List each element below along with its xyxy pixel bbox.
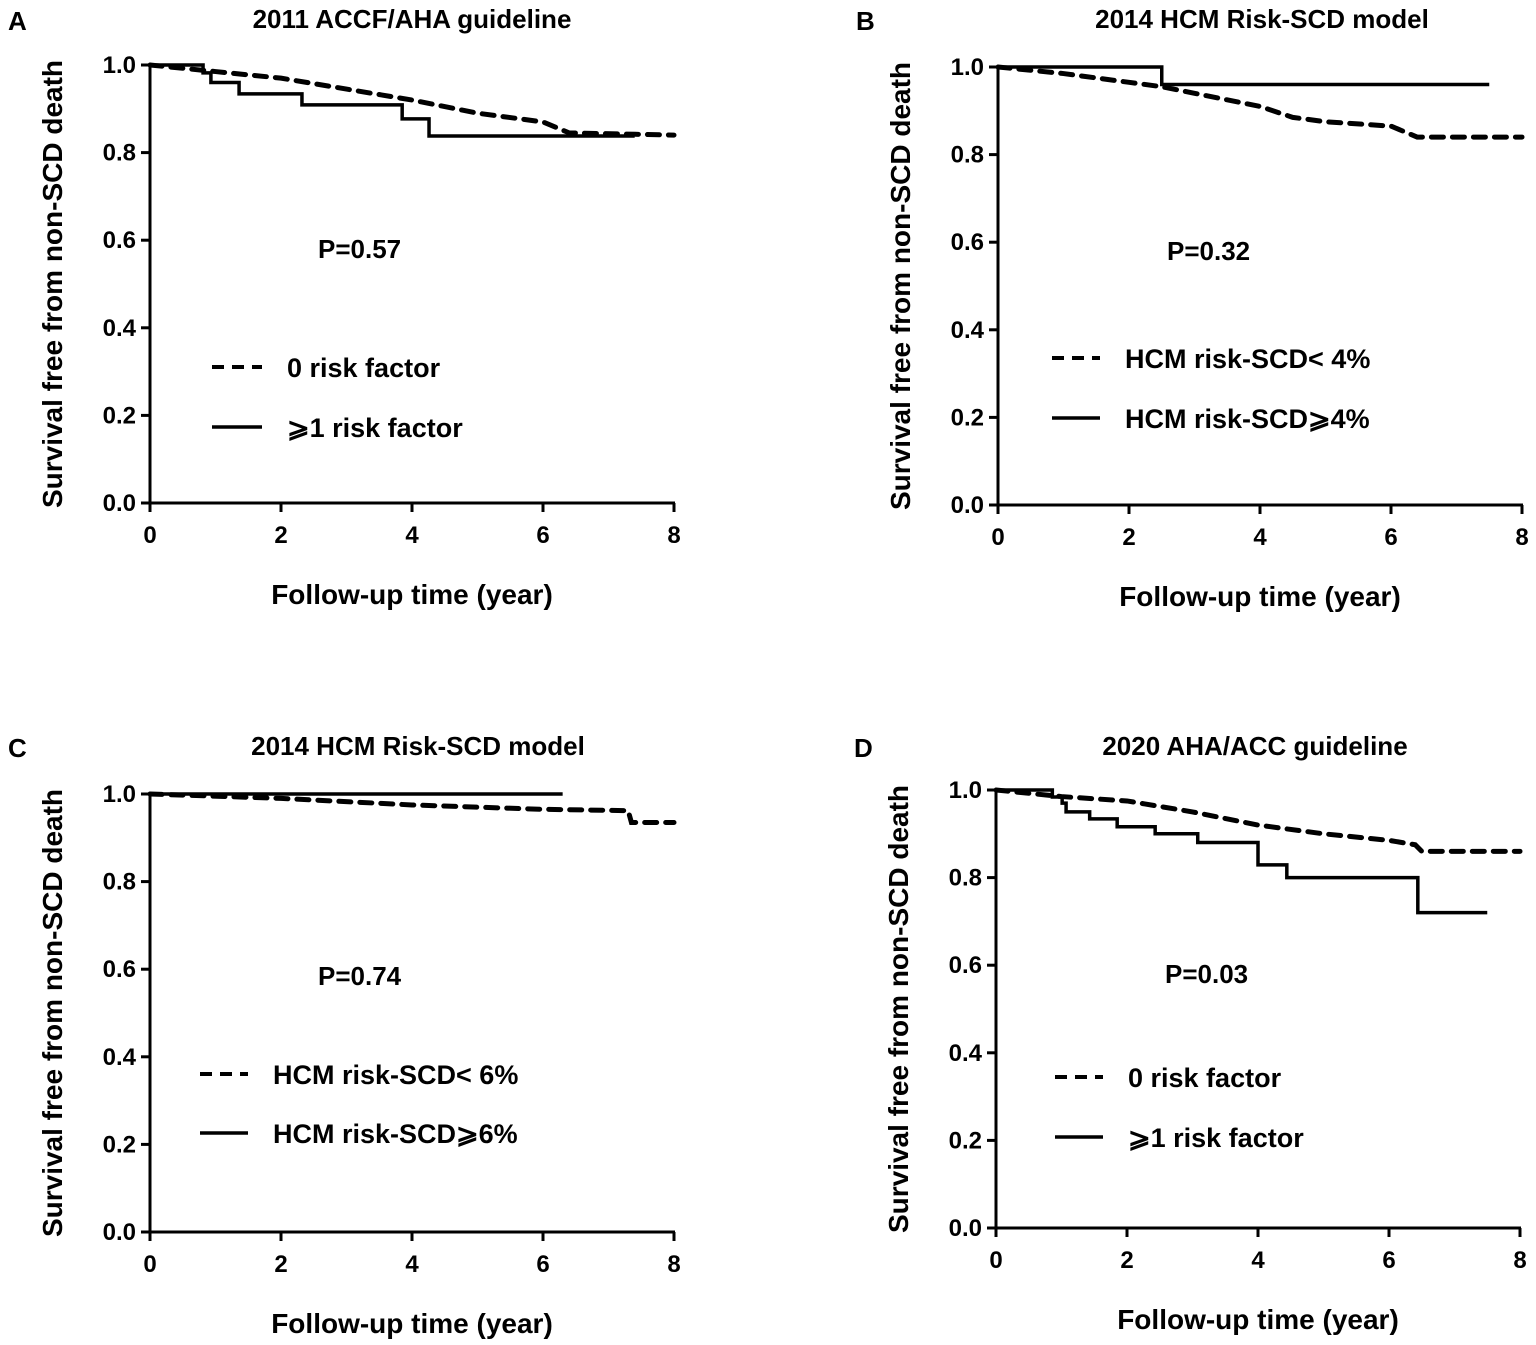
panel-a: A 2011 ACCF/AHA guideline 0.0 0.2 0.4 0.6 0.8 1… bbox=[8, 4, 681, 610]
chart-title: 2014 HCM Risk-SCD model bbox=[1095, 4, 1429, 34]
panel-label: A bbox=[8, 6, 27, 36]
x-tick-label: 4 bbox=[1251, 1247, 1265, 1274]
y-axis-label: Survival free from non-SCD death bbox=[885, 62, 916, 510]
y-tick-label: 0.4 bbox=[949, 1040, 983, 1067]
y-tick-label: 0.8 bbox=[103, 869, 136, 896]
legend-label: ⩾1 risk factor bbox=[1128, 1123, 1304, 1153]
x-axis-label: Follow-up time (year) bbox=[1117, 1304, 1399, 1335]
x-tick-label: 4 bbox=[405, 522, 419, 549]
panel-b: B 2014 HCM Risk-SCD model 0.0 0.2 0.4 0.6 0.8 1… bbox=[856, 4, 1529, 612]
panel-c: C 2014 HCM Risk-SCD model 0.0 0.2 0.4 0.6 0.8 1… bbox=[8, 731, 681, 1339]
p-value-annotation: P=0.57 bbox=[318, 234, 401, 264]
legend-label: HCM risk-SCD< 6% bbox=[273, 1060, 518, 1090]
x-tick-label: 8 bbox=[667, 522, 680, 549]
x-tick-label: 4 bbox=[405, 1251, 419, 1278]
y-tick-label: 0.6 bbox=[949, 952, 982, 979]
p-value-annotation: P=0.74 bbox=[318, 961, 402, 991]
y-tick-label: 1.0 bbox=[103, 52, 136, 79]
chart-title: 2014 HCM Risk-SCD model bbox=[251, 731, 585, 761]
x-tick-label: 4 bbox=[1253, 524, 1267, 551]
p-value-annotation: P=0.03 bbox=[1165, 959, 1248, 989]
y-tick-label: 0.2 bbox=[951, 404, 984, 431]
y-tick-label: 0.8 bbox=[103, 140, 136, 167]
x-tick-label: 6 bbox=[536, 522, 549, 549]
y-tick-label: 1.0 bbox=[103, 781, 136, 808]
series-line-dashed bbox=[147, 791, 677, 825]
y-axis-label: Survival free from non-SCD death bbox=[37, 60, 68, 508]
y-axis-label: Survival free from non-SCD death bbox=[883, 785, 914, 1233]
chart-title: 2020 AHA/ACC guideline bbox=[1102, 731, 1407, 761]
series-line-dashed bbox=[995, 64, 1525, 140]
y-tick-label: 0.6 bbox=[103, 227, 136, 254]
x-axis-label: Follow-up time (year) bbox=[1119, 581, 1401, 612]
y-tick-label: 0.0 bbox=[103, 490, 136, 517]
y-axis-label: Survival free from non-SCD death bbox=[37, 789, 68, 1237]
x-tick-label: 2 bbox=[274, 1251, 287, 1278]
x-tick-label: 2 bbox=[1120, 1247, 1133, 1274]
y-tick-label: 0.4 bbox=[103, 315, 137, 342]
y-tick-label: 0.4 bbox=[103, 1044, 137, 1071]
y-tick-label: 0.6 bbox=[951, 229, 984, 256]
y-tick-label: 0.4 bbox=[951, 317, 985, 344]
y-tick-label: 0.0 bbox=[949, 1215, 982, 1242]
series-line-dashed bbox=[147, 62, 677, 138]
x-axis-label: Follow-up time (year) bbox=[271, 579, 553, 610]
panel-label: D bbox=[854, 733, 873, 763]
legend-label: 0 risk factor bbox=[1128, 1063, 1282, 1093]
series-line-dashed bbox=[993, 787, 1523, 854]
x-tick-label: 8 bbox=[1513, 1247, 1526, 1274]
series-line-solid bbox=[998, 65, 1490, 87]
y-tick-label: 0.8 bbox=[951, 142, 984, 169]
y-tick-label: 0.0 bbox=[951, 492, 984, 519]
x-tick-label: 6 bbox=[1382, 1247, 1395, 1274]
x-tick-label: 0 bbox=[143, 522, 156, 549]
p-value-annotation: P=0.32 bbox=[1167, 236, 1250, 266]
series-line-solid bbox=[150, 63, 635, 138]
x-axis-label: Follow-up time (year) bbox=[271, 1308, 553, 1339]
y-tick-label: 0.2 bbox=[949, 1127, 982, 1154]
panel-label: C bbox=[8, 733, 27, 763]
x-tick-label: 6 bbox=[1384, 524, 1397, 551]
legend-label: HCM risk-SCD⩾6% bbox=[273, 1119, 518, 1149]
y-tick-label: 0.2 bbox=[103, 1131, 136, 1158]
y-tick-label: 0.6 bbox=[103, 956, 136, 983]
x-tick-label: 2 bbox=[1122, 524, 1135, 551]
y-tick-label: 0.8 bbox=[949, 865, 982, 892]
panel-d: D 2020 AHA/ACC guideline 0.0 0.2 0.4 0.6 0.8 1.… bbox=[854, 731, 1527, 1335]
legend-label: HCM risk-SCD< 4% bbox=[1125, 344, 1370, 374]
y-tick-label: 0.0 bbox=[103, 1219, 136, 1246]
y-tick-label: 1.0 bbox=[949, 777, 982, 804]
x-tick-label: 0 bbox=[989, 1247, 1002, 1274]
panel-label: B bbox=[856, 6, 875, 36]
legend-label: HCM risk-SCD⩾4% bbox=[1125, 404, 1370, 434]
legend-label: ⩾1 risk factor bbox=[287, 413, 463, 443]
y-tick-label: 1.0 bbox=[951, 54, 984, 81]
x-tick-label: 0 bbox=[991, 524, 1004, 551]
x-tick-label: 2 bbox=[274, 522, 287, 549]
legend-label: 0 risk factor bbox=[287, 353, 441, 383]
x-tick-label: 8 bbox=[667, 1251, 680, 1278]
x-tick-label: 0 bbox=[143, 1251, 156, 1278]
series-line-solid bbox=[996, 788, 1488, 915]
x-tick-label: 8 bbox=[1515, 524, 1528, 551]
y-tick-label: 0.2 bbox=[103, 402, 136, 429]
x-tick-label: 6 bbox=[536, 1251, 549, 1278]
chart-title: 2011 ACCF/AHA guideline bbox=[253, 4, 572, 34]
